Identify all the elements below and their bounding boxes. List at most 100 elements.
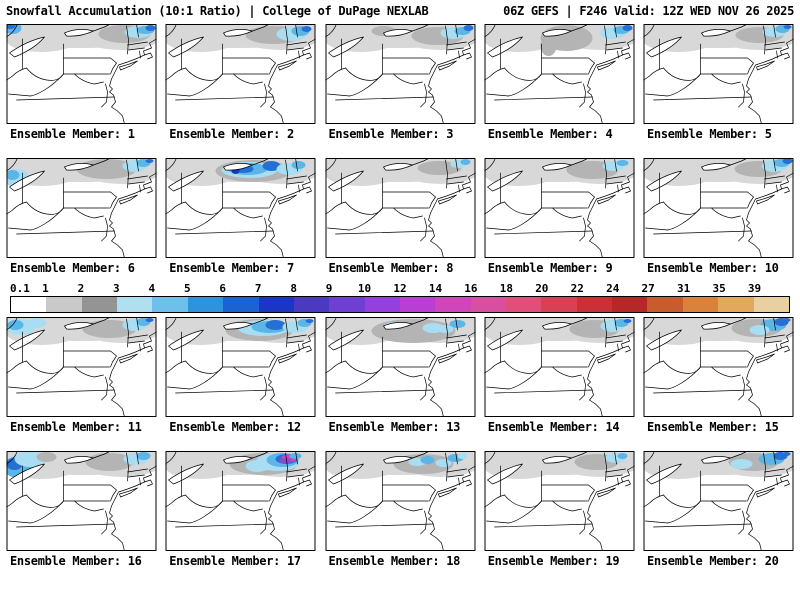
colorbar-tick-labels: 0.1 1 2 3 4 5 6 7 8 9 10 12 14 16 18 20 22 24 27 31 35 39 <box>10 282 790 296</box>
snowfall-blob <box>36 452 57 462</box>
snowfall-blob <box>26 318 47 328</box>
ensemble-map <box>6 451 157 551</box>
ensemble-panel: Ensemble Member: 18 <box>324 451 476 569</box>
ensemble-map <box>165 158 317 258</box>
colorbar-tick: 24 <box>606 282 620 295</box>
colorbar-segment <box>399 297 436 312</box>
snowfall-blob <box>145 318 154 322</box>
snowfall-blob <box>265 320 286 330</box>
header: Snowfall Accumulation (10:1 Ratio) | Col… <box>0 0 800 18</box>
snowfall-blob <box>782 452 791 456</box>
colorbar-tick: 1 <box>42 282 49 295</box>
snowfall-blob <box>76 159 137 179</box>
ensemble-row-3: Ensemble Member: 11 Ensemble Member: 12 En… <box>0 317 800 435</box>
colorbar-tick: 9 <box>325 282 333 295</box>
ensemble-panel: Ensemble Member: 5 <box>643 24 794 142</box>
colorbar-tick: 35 <box>712 282 726 295</box>
ensemble-member-label: Ensemble Member: 1 <box>10 127 135 141</box>
ensemble-member-label: Ensemble Member: 10 <box>647 261 779 275</box>
ensemble-map <box>643 158 794 258</box>
colorbar-segment <box>682 297 719 312</box>
ensemble-panel: Ensemble Member: 17 <box>165 451 317 569</box>
colorbar-tick: 0.1 <box>10 282 30 295</box>
snowfall-blob <box>783 25 792 29</box>
colorbar-segment <box>647 297 683 312</box>
ensemble-member-label: Ensemble Member: 13 <box>328 420 461 434</box>
ensemble-member-label: Ensemble Member: 14 <box>487 420 620 434</box>
colorbar-tick: 14 <box>428 282 443 295</box>
ensemble-member-label: Ensemble Member: 3 <box>328 127 454 141</box>
ensemble-member-label: Ensemble Member: 5 <box>647 127 772 141</box>
colorbar-segment <box>117 297 153 312</box>
snowfall-blob <box>782 318 791 322</box>
ensemble-member-label: Ensemble Member: 11 <box>10 420 142 434</box>
ensemble-map <box>483 317 635 417</box>
colorbar-segment <box>718 297 754 312</box>
ensemble-member-label: Ensemble Member: 9 <box>487 261 613 275</box>
snowfall-shading <box>166 24 316 52</box>
snowfall-blob <box>449 320 465 328</box>
colorbar-segment <box>187 297 224 312</box>
ensemble-member-label: Ensemble Member: 20 <box>647 554 779 568</box>
colorbar-segment <box>612 297 648 312</box>
colorbar-tick: 16 <box>464 282 478 295</box>
ensemble-map <box>6 317 157 417</box>
ensemble-row-2: Ensemble Member: 6 Ensemble Member: 7 Ense… <box>0 158 800 276</box>
ensemble-row-4: Ensemble Member: 16 Ensemble Member: 17 En… <box>0 451 800 569</box>
ensemble-panel: Ensemble Member: 10 <box>643 158 794 276</box>
colorbar-segment <box>152 297 188 312</box>
ensemble-panel: Ensemble Member: 19 <box>483 451 635 569</box>
snowfall-blob <box>463 25 473 31</box>
ensemble-panel: Ensemble Member: 11 <box>6 317 157 435</box>
ensemble-panel: Ensemble Member: 13 <box>324 317 476 435</box>
snowfall-blob <box>305 319 314 323</box>
colorbar-tick: 8 <box>290 282 297 295</box>
ensemble-map <box>324 158 476 258</box>
colorbar-segment <box>753 297 789 312</box>
ensemble-member-label: Ensemble Member: 15 <box>647 420 779 434</box>
snowfall-blob <box>279 458 292 464</box>
snowfall-blob <box>730 459 753 469</box>
ensemble-panel: Ensemble Member: 9 <box>483 158 635 276</box>
ensemble-map <box>483 158 635 258</box>
snowfall-blob <box>85 453 134 471</box>
ensemble-member-label: Ensemble Member: 19 <box>487 554 620 568</box>
ensemble-panel: Ensemble Member: 16 <box>6 451 157 569</box>
colorbar-segment <box>576 297 613 312</box>
colorbar-segment <box>541 297 577 312</box>
ensemble-panel: Ensemble Member: 12 <box>165 317 317 435</box>
ensemble-panel: Ensemble Member: 2 <box>165 24 317 142</box>
ensemble-map <box>6 158 157 258</box>
colorbar-tick: 18 <box>499 282 513 295</box>
ensemble-member-label: Ensemble Member: 4 <box>487 127 613 141</box>
ensemble-member-label: Ensemble Member: 7 <box>169 261 294 275</box>
ensemble-map <box>483 451 635 551</box>
ensemble-panel: Ensemble Member: 3 <box>324 24 476 142</box>
colorbar: 0.1 1 2 3 4 5 6 7 8 9 10 12 14 16 18 20 22 24 27 31 35 39 <box>10 282 790 313</box>
ensemble-map <box>324 317 476 417</box>
snowfall-blob <box>7 170 20 180</box>
ensemble-member-label: Ensemble Member: 16 <box>10 554 142 568</box>
colorbar-tick: 20 <box>535 282 549 295</box>
colorbar-tick: 5 <box>183 282 191 295</box>
ensemble-panel: Ensemble Member: 6 <box>6 158 157 276</box>
snowfall-blob <box>145 25 156 31</box>
ensemble-map <box>643 317 794 417</box>
ensemble-panel: Ensemble Member: 7 <box>165 158 317 276</box>
ensemble-panel: Ensemble Member: 8 <box>324 158 476 276</box>
snowfall-shading <box>484 24 634 56</box>
ensemble-row-1: Ensemble Member: 1 Ensemble Member: 2 Ense… <box>0 24 800 142</box>
ensemble-map <box>643 451 794 551</box>
colorbar-segment <box>329 297 365 312</box>
colorbar-segment <box>46 297 82 312</box>
colorbar-segment <box>258 297 294 312</box>
ensemble-member-label: Ensemble Member: 2 <box>169 127 294 141</box>
snowfall-blob <box>262 161 281 171</box>
colorbar-tick: 12 <box>393 282 407 295</box>
colorbar-tick: 2 <box>77 282 85 295</box>
snowfall-blob <box>417 161 461 175</box>
colorbar-segment <box>364 297 400 312</box>
ensemble-panel: Ensemble Member: 4 <box>483 24 635 142</box>
snowfall-shading <box>166 158 316 186</box>
ensemble-map <box>165 24 317 124</box>
